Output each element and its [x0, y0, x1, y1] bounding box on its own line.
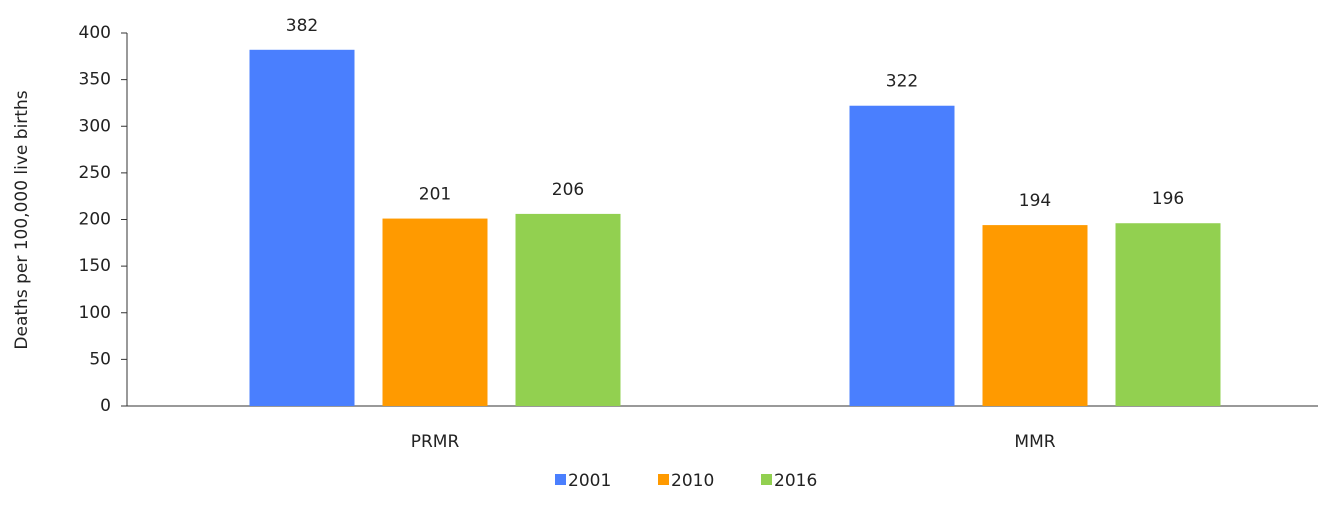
bar: [249, 49, 355, 406]
legend-label: 2010: [671, 471, 714, 491]
data-label: 322: [886, 72, 918, 92]
data-label: 382: [286, 16, 318, 36]
y-axis-title: Deaths per 100,000 live births: [12, 90, 32, 349]
x-tick-label: MMR: [1014, 432, 1055, 452]
legend-label: 2016: [774, 471, 817, 491]
data-label: 194: [1019, 191, 1051, 211]
legend-swatch: [555, 474, 566, 485]
bar: [849, 105, 955, 407]
y-tick-label: 50: [89, 349, 111, 369]
bar: [382, 218, 488, 406]
y-tick-label: 350: [79, 70, 111, 90]
y-tick-label: 400: [79, 23, 111, 43]
y-tick-label: 100: [79, 303, 111, 323]
y-tick-label: 0: [100, 396, 111, 416]
bar: [982, 225, 1088, 406]
legend-swatch: [658, 474, 669, 485]
x-tick-label: PRMR: [411, 432, 460, 452]
bar: [515, 213, 621, 406]
y-tick-label: 250: [79, 163, 111, 183]
y-tick-label: 300: [79, 116, 111, 136]
y-tick-label: 150: [79, 256, 111, 276]
data-label: 196: [1152, 189, 1184, 209]
legend-swatch: [761, 474, 772, 485]
data-label: 201: [419, 185, 451, 205]
legend-label: 2001: [568, 471, 611, 491]
y-tick-label: 200: [79, 210, 111, 230]
bar: [1115, 223, 1221, 406]
data-label: 206: [552, 180, 584, 200]
